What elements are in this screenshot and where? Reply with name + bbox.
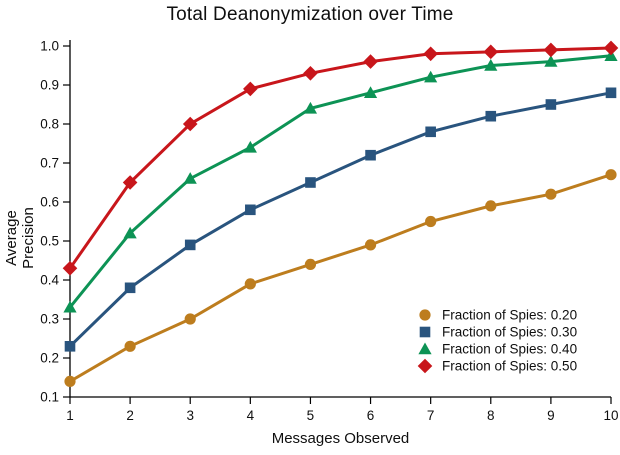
- data-point-s0-x6: [364, 239, 377, 251]
- data-point-s2-x2: [123, 226, 137, 239]
- data-point-s3-x6: [363, 54, 378, 69]
- y-tick-label: 0.9: [40, 78, 59, 93]
- series-line-3: [68, 46, 613, 270]
- data-point-s3-x5: [303, 66, 318, 81]
- series-line-0: [68, 173, 613, 383]
- data-point-s1-x8: [485, 110, 497, 122]
- series-line-2: [68, 54, 613, 309]
- y-tick-label: 0.3: [40, 312, 59, 327]
- data-point-s1-x7: [425, 126, 436, 138]
- data-point-s1-x5: [305, 177, 316, 188]
- legend-label-0: Fraction of Spies: 0.20: [442, 308, 577, 323]
- x-tick-label: 5: [307, 408, 315, 423]
- x-tick-label: 4: [247, 408, 255, 423]
- y-tick-label: 0.2: [40, 351, 59, 366]
- data-point-s3-x9: [543, 42, 559, 58]
- data-point-s1-x1: [64, 341, 76, 352]
- x-tick-label: 1: [66, 408, 74, 423]
- legend-marker-square: [419, 326, 431, 338]
- data-point-s2-x6: [363, 86, 378, 98]
- x-tick-label: 9: [547, 408, 555, 423]
- legend-label-2: Fraction of Spies: 0.40: [442, 342, 577, 357]
- legend-marker-triangle: [418, 342, 432, 355]
- legend-marker-circle: [419, 309, 431, 321]
- x-tick-label: 6: [367, 408, 375, 423]
- data-point-s2-x7: [424, 70, 438, 83]
- data-point-s3-x3: [182, 116, 198, 132]
- data-point-s0-x5: [304, 258, 317, 270]
- data-point-s3-x1: [62, 261, 78, 276]
- data-point-s0-x4: [244, 278, 256, 290]
- data-point-s0-x8: [485, 200, 497, 212]
- legend-item-0: Fraction of Spies: 0.20: [442, 308, 577, 323]
- series-line-1: [68, 91, 613, 348]
- data-point-s1-x9: [545, 99, 557, 110]
- data-point-s1-x6: [365, 149, 376, 161]
- x-tick-label: 10: [603, 408, 618, 423]
- data-point-s3-x2: [122, 175, 138, 190]
- data-point-s1-x2: [124, 282, 136, 294]
- data-point-s1-x4: [245, 204, 256, 216]
- data-point-s1-x10: [605, 87, 617, 99]
- data-point-s2-x9: [544, 55, 558, 67]
- x-tick-label: 2: [126, 408, 134, 423]
- y-tick-label: 0.6: [40, 195, 59, 210]
- data-point-s2-x4: [243, 140, 257, 153]
- legend-item-1: Fraction of Spies: 0.30: [442, 325, 577, 340]
- data-point-s1-x3: [184, 239, 196, 251]
- y-tick-label: 0.5: [40, 234, 59, 249]
- chart-title: Total Deanonymization over Time: [166, 4, 454, 25]
- data-point-s3-x7: [423, 46, 438, 62]
- legend-label-1: Fraction of Spies: 0.30: [442, 325, 577, 340]
- y-tick-label: 0.4: [40, 273, 59, 288]
- data-point-s0-x7: [425, 215, 437, 228]
- y-tick-label: 0.8: [40, 117, 59, 132]
- data-point-s0-x10: [605, 169, 617, 181]
- y-axis-label: Average Precision: [3, 207, 37, 269]
- legend-marker-diamond: [417, 358, 433, 374]
- x-tick-label: 7: [427, 408, 435, 423]
- y-tick-label: 0.1: [40, 390, 59, 405]
- data-point-s0-x1: [64, 375, 76, 387]
- legend-label-3: Fraction of Spies: 0.50: [442, 359, 577, 374]
- data-point-s3-x10: [603, 40, 619, 56]
- data-point-s2-x5: [303, 101, 318, 114]
- data-point-s2-x1: [63, 300, 77, 313]
- data-point-s3-x8: [483, 44, 499, 60]
- legend-item-2: Fraction of Spies: 0.40: [442, 342, 577, 357]
- data-point-s2-x8: [484, 59, 498, 71]
- data-point-s0-x2: [124, 340, 136, 352]
- y-tick-label: 0.7: [40, 156, 59, 171]
- data-point-s3-x4: [243, 81, 258, 97]
- data-point-s2-x3: [183, 172, 197, 184]
- data-point-s0-x3: [184, 313, 196, 325]
- x-tick-label: 3: [186, 408, 194, 423]
- legend-item-3: Fraction of Spies: 0.50: [442, 359, 577, 374]
- x-axis-label: Messages Observed: [271, 430, 410, 447]
- y-tick-label: 1.0: [40, 39, 59, 54]
- x-tick-label: 8: [487, 408, 495, 423]
- data-point-s0-x9: [545, 188, 557, 200]
